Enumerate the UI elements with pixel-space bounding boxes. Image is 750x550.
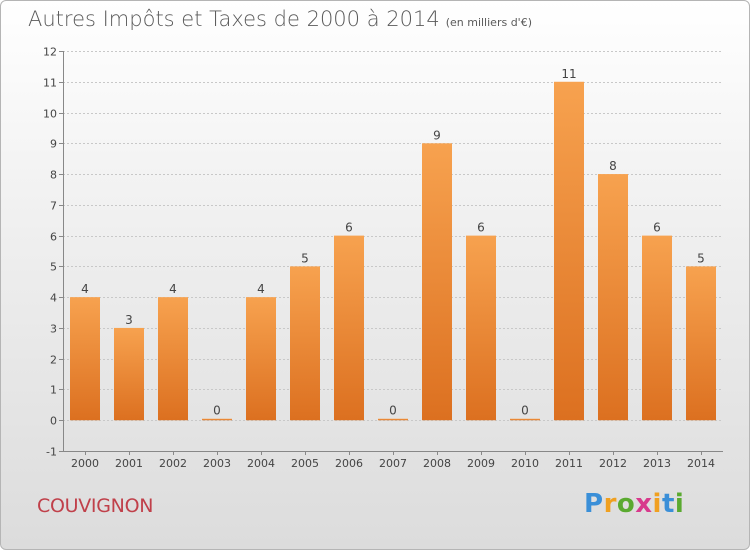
bar xyxy=(642,235,672,421)
proxiti-logo[interactable]: Proxiti xyxy=(584,489,684,519)
y-tick-label: 0 xyxy=(50,415,57,428)
bar xyxy=(246,297,276,421)
bar xyxy=(466,235,496,421)
y-tick-label: 9 xyxy=(50,138,57,151)
x-tick-label: 2007 xyxy=(379,457,407,470)
bar-value-label: 0 xyxy=(389,404,397,418)
logo-letter: o xyxy=(616,489,636,519)
bar xyxy=(202,418,232,421)
bar xyxy=(598,174,628,421)
y-tick-label: 4 xyxy=(50,292,57,305)
bar-value-label: 11 xyxy=(561,67,576,81)
logo-letter: r xyxy=(603,489,617,519)
x-tick-label: 2005 xyxy=(291,457,319,470)
bar-value-label: 6 xyxy=(345,221,353,235)
y-tick-label: 3 xyxy=(50,323,57,336)
bar xyxy=(554,81,584,421)
x-tick-label: 2014 xyxy=(687,457,715,470)
bars xyxy=(70,81,716,421)
bar-value-label: 8 xyxy=(609,159,617,173)
bar-value-label: 5 xyxy=(301,251,309,265)
y-tick-label: 5 xyxy=(50,261,57,274)
chart-title-main: Autres Impôts et Taxes de 2000 à 2014 xyxy=(28,7,440,31)
logo-letter: x xyxy=(635,489,653,519)
bar xyxy=(114,327,144,421)
x-tick-label: 2002 xyxy=(159,457,187,470)
bar-value-label: 0 xyxy=(213,404,221,418)
logo-letter: t xyxy=(661,489,675,519)
x-tick-label: 2009 xyxy=(467,457,495,470)
x-tick-label: 2011 xyxy=(555,457,583,470)
bar-value-label: 6 xyxy=(653,221,661,235)
bar-value-label: 9 xyxy=(433,128,441,142)
y-tick-label: 12 xyxy=(43,46,57,59)
bar xyxy=(70,297,100,421)
x-tick-label: 2000 xyxy=(71,457,99,470)
bar-value-label: 4 xyxy=(169,282,177,296)
bar xyxy=(510,418,540,421)
bar xyxy=(378,418,408,421)
x-tick-label: 2008 xyxy=(423,457,451,470)
x-tick-label: 2001 xyxy=(115,457,143,470)
axes xyxy=(59,51,723,455)
bar xyxy=(334,235,364,421)
commune-name: COUVIGNON xyxy=(37,495,154,517)
x-tick-label: 2010 xyxy=(511,457,539,470)
x-tick-label: 2004 xyxy=(247,457,275,470)
y-tick-label: 1 xyxy=(50,384,57,397)
bar-value-label: 3 xyxy=(125,313,133,327)
labels: -101234567891011122000420013200242003020… xyxy=(43,46,715,471)
logo-letter: i xyxy=(652,489,662,519)
bar-value-label: 4 xyxy=(257,282,265,296)
bar xyxy=(158,297,188,421)
chart-title: Autres Impôts et Taxes de 2000 à 2014 (en… xyxy=(28,7,532,31)
y-tick-label: -1 xyxy=(46,446,57,459)
bar xyxy=(422,143,452,421)
bar xyxy=(290,266,320,421)
y-tick-label: 8 xyxy=(50,169,57,182)
logo-letter: P xyxy=(584,489,604,519)
bar-value-label: 4 xyxy=(81,282,89,296)
bar xyxy=(686,266,716,421)
y-tick-label: 2 xyxy=(50,354,57,367)
x-tick-label: 2003 xyxy=(203,457,231,470)
bar-value-label: 6 xyxy=(477,221,485,235)
x-tick-label: 2006 xyxy=(335,457,363,470)
bar-value-label: 5 xyxy=(697,251,705,265)
y-tick-label: 10 xyxy=(43,108,57,121)
bar-value-label: 0 xyxy=(521,404,529,418)
logo-letter: i xyxy=(674,489,685,519)
x-tick-label: 2012 xyxy=(599,457,627,470)
chart-title-unit: (en milliers d'€) xyxy=(445,16,532,29)
y-tick-label: 6 xyxy=(50,231,57,244)
y-tick-label: 11 xyxy=(43,77,57,90)
x-tick-label: 2013 xyxy=(643,457,671,470)
y-tick-label: 7 xyxy=(50,200,57,213)
